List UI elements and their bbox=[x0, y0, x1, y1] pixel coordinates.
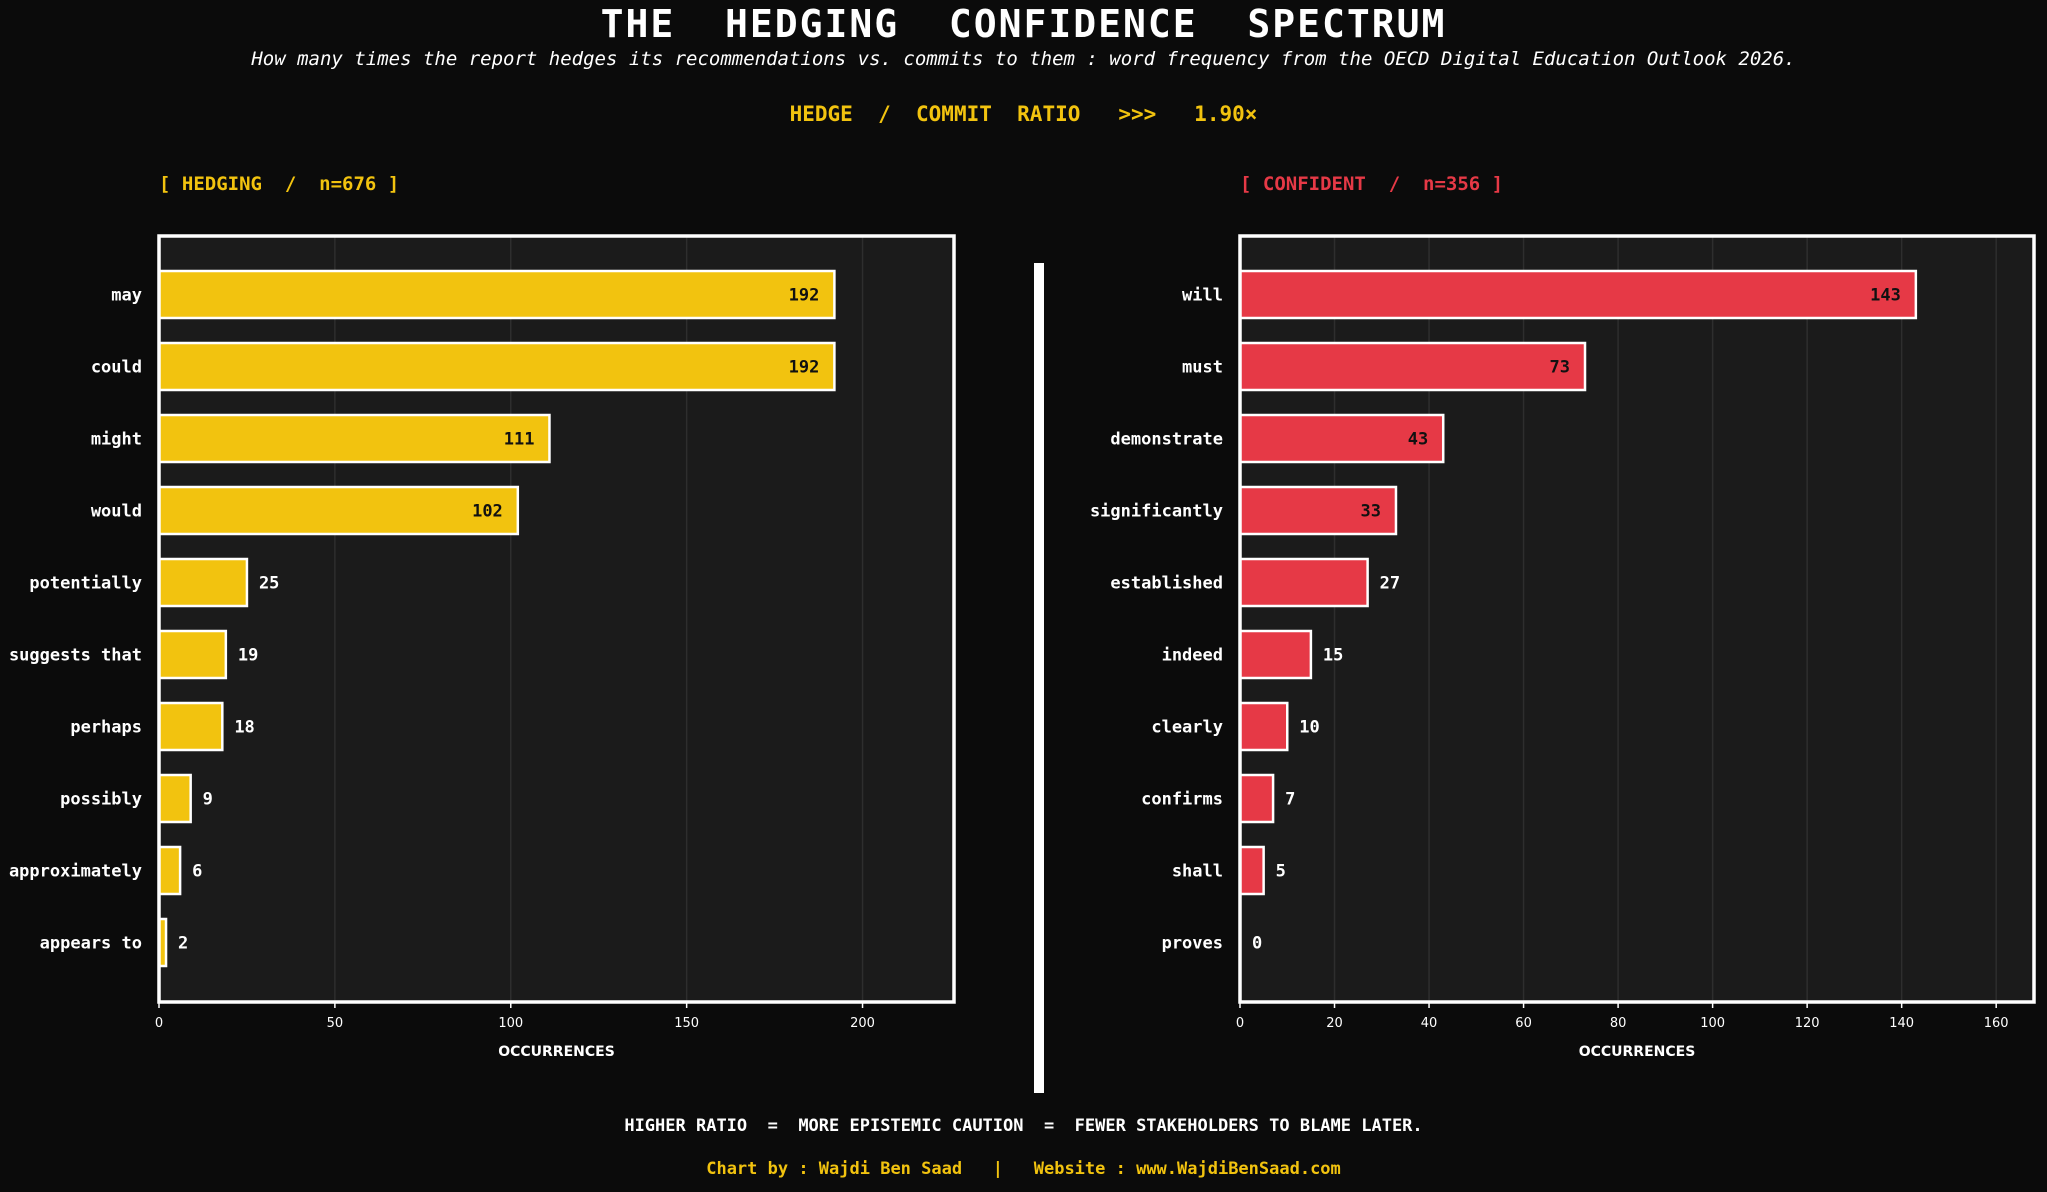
hedging-bar bbox=[157, 629, 228, 680]
confident-bar bbox=[1238, 269, 1918, 320]
hedging-value-label: 19 bbox=[238, 646, 258, 666]
hedging-bar bbox=[157, 845, 182, 896]
hedging-plot-frame bbox=[157, 234, 956, 1004]
confident-bar bbox=[1238, 773, 1275, 824]
confident-x-axis-label: OCCURRENCES bbox=[1579, 1044, 1696, 1060]
confident-value-label: 15 bbox=[1323, 646, 1343, 666]
confident-bar bbox=[1238, 341, 1587, 392]
hedging-value-label: 6 bbox=[192, 862, 202, 882]
confident-panel-label: [ CONFIDENT / n=356 ] bbox=[1240, 173, 1504, 195]
hedging-category-label: may bbox=[111, 286, 142, 306]
hedging-bar bbox=[157, 341, 836, 392]
hedging-value-label: 2 bbox=[178, 934, 188, 954]
confident-bar bbox=[1238, 557, 1369, 608]
confident-value-label: 27 bbox=[1380, 574, 1400, 594]
hedging-category-label: possibly bbox=[60, 790, 142, 810]
hedging-tick-label: 100 bbox=[498, 1016, 523, 1031]
hedging-tick-label: 200 bbox=[850, 1016, 875, 1031]
confident-bar bbox=[1238, 701, 1289, 752]
hedging-tick-label: 150 bbox=[674, 1016, 699, 1031]
hedging-tick-label: 0 bbox=[155, 1016, 163, 1031]
center-divider bbox=[1034, 263, 1044, 1093]
chart-credit: Chart by : Wajdi Ben Saad | Website : ww… bbox=[706, 1159, 1341, 1179]
hedging-bar bbox=[157, 701, 224, 752]
confident-category-label: indeed bbox=[1162, 646, 1223, 666]
confident-value-label: 43 bbox=[1408, 430, 1428, 450]
bottom-note: HIGHER RATIO = MORE EPISTEMIC CAUTION = … bbox=[624, 1116, 1423, 1136]
hedging-bar bbox=[157, 269, 836, 320]
confident-tick-label: 60 bbox=[1515, 1016, 1532, 1031]
confident-bar bbox=[1238, 629, 1313, 680]
hedging-category-label: appears to bbox=[40, 934, 142, 954]
hedging-value-label: 25 bbox=[259, 574, 279, 594]
hedging-x-axis-label: OCCURRENCES bbox=[498, 1044, 615, 1060]
hedging-value-label: 18 bbox=[234, 718, 254, 738]
hedging-category-label: would bbox=[91, 502, 142, 522]
confident-value-label: 143 bbox=[1870, 286, 1901, 306]
hedging-bar bbox=[157, 413, 551, 464]
hedging-category-label: potentially bbox=[29, 574, 142, 594]
hedging-category-label: could bbox=[91, 358, 142, 378]
hedging-value-label: 192 bbox=[789, 358, 820, 378]
confident-category-label: significantly bbox=[1090, 502, 1223, 522]
confident-category-label: clearly bbox=[1151, 718, 1223, 738]
hedging-value-label: 192 bbox=[789, 286, 820, 306]
confident-tick-label: 120 bbox=[1795, 1016, 1820, 1031]
chart-subtitle: How many times the report hedges its rec… bbox=[251, 48, 1796, 70]
chart-title: THE HEDGING CONFIDENCE SPECTRUM bbox=[600, 2, 1447, 46]
hedging-value-label: 111 bbox=[504, 430, 535, 450]
hedging-value-label: 102 bbox=[472, 502, 503, 522]
hedging-category-label: might bbox=[91, 430, 142, 450]
hedging-category-label: perhaps bbox=[70, 718, 142, 738]
hedging-tick-label: 50 bbox=[327, 1016, 344, 1031]
hedging-panel-label: [ HEDGING / n=676 ] bbox=[159, 173, 400, 195]
confident-category-label: must bbox=[1182, 358, 1223, 378]
confident-value-label: 5 bbox=[1276, 862, 1286, 882]
confident-value-label: 7 bbox=[1285, 790, 1295, 810]
hedging-category-label: approximately bbox=[9, 862, 142, 882]
confident-tick-label: 160 bbox=[1984, 1016, 2009, 1031]
hedging-bar bbox=[157, 557, 249, 608]
hedging-bar bbox=[157, 773, 192, 824]
confident-category-label: will bbox=[1182, 286, 1223, 306]
hedging-bar bbox=[157, 485, 520, 536]
confident-category-label: confirms bbox=[1141, 790, 1223, 810]
confident-bar bbox=[1238, 845, 1265, 896]
confident-tick-label: 40 bbox=[1421, 1016, 1438, 1031]
confident-value-label: 33 bbox=[1360, 502, 1380, 522]
confident-tick-label: 80 bbox=[1610, 1016, 1627, 1031]
confident-value-label: 10 bbox=[1299, 718, 1319, 738]
confident-tick-label: 0 bbox=[1236, 1016, 1244, 1031]
confident-category-label: proves bbox=[1162, 934, 1223, 954]
hedging-value-label: 9 bbox=[203, 790, 213, 810]
confident-category-label: established bbox=[1110, 574, 1223, 594]
hedging-category-label: suggests that bbox=[9, 646, 142, 666]
confident-tick-label: 100 bbox=[1700, 1016, 1725, 1031]
confident-value-label: 73 bbox=[1550, 358, 1570, 378]
confident-category-label: demonstrate bbox=[1110, 430, 1223, 450]
confident-value-label: 0 bbox=[1252, 934, 1262, 954]
confident-category-label: shall bbox=[1172, 862, 1223, 882]
confident-tick-label: 20 bbox=[1326, 1016, 1343, 1031]
confident-tick-label: 140 bbox=[1889, 1016, 1914, 1031]
confident-plot-frame bbox=[1238, 234, 2036, 1004]
hedge-commit-ratio: HEDGE / COMMIT RATIO >>> 1.90× bbox=[789, 102, 1258, 126]
